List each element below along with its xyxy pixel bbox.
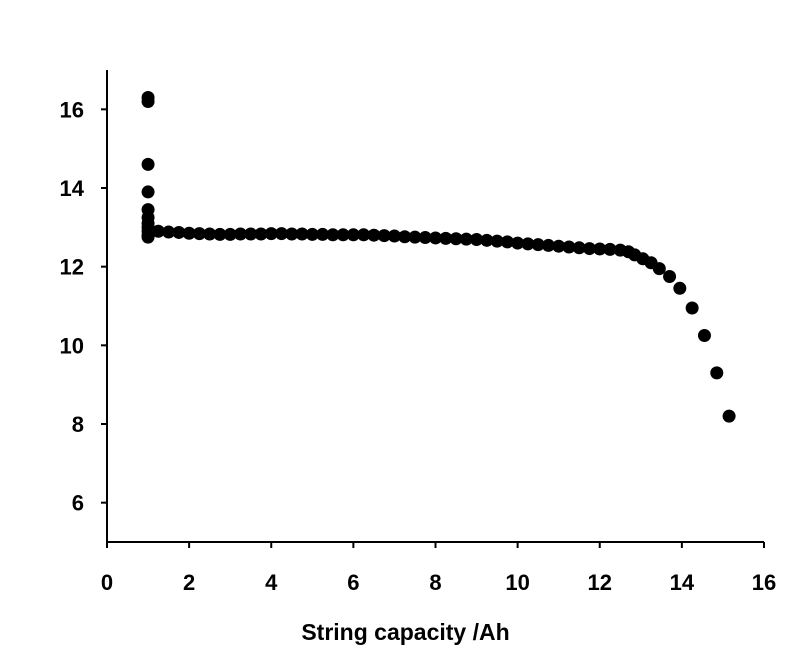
data-point (387, 229, 401, 243)
x-tick-label: 16 (752, 570, 776, 595)
data-point (470, 233, 484, 247)
x-tick-label: 0 (101, 570, 113, 595)
y-tick-label: 12 (60, 255, 84, 280)
data-point (429, 231, 442, 245)
data-point (459, 232, 473, 246)
data-point (593, 242, 607, 256)
x-tick-label: 14 (670, 570, 695, 595)
data-point (264, 227, 278, 241)
data-point (141, 94, 155, 108)
data-point (562, 240, 576, 254)
data-point (275, 227, 289, 241)
data-point (439, 231, 453, 245)
x-tick-label: 2 (183, 570, 195, 595)
data-point (500, 235, 514, 249)
data-point (305, 227, 319, 241)
data-point (673, 281, 687, 295)
data-point (254, 227, 268, 241)
data-point (141, 185, 155, 199)
y-tick-label: 14 (60, 176, 85, 201)
x-axis-ticks: 0 2 4 6 8 10 12 14 16 (101, 542, 776, 595)
x-axis-title: String capacity /Ah (301, 619, 509, 645)
data-point (192, 227, 206, 241)
data-point (449, 232, 463, 246)
data-point (531, 238, 545, 252)
data-point (367, 228, 381, 242)
data-point (285, 227, 299, 241)
data-point (213, 227, 227, 241)
data-point (521, 237, 535, 251)
data-point (223, 227, 237, 241)
data-point (652, 262, 666, 276)
data-point (336, 228, 350, 242)
data-point (398, 230, 412, 244)
data-point (511, 236, 525, 250)
y-tick-label: 6 (72, 491, 84, 516)
data-point (162, 225, 176, 239)
data-point (685, 301, 699, 315)
x-tick-label: 10 (505, 570, 529, 595)
data-point (663, 270, 677, 283)
data-point (480, 233, 494, 247)
data-point (697, 329, 711, 342)
data-point (408, 230, 422, 244)
data-point (203, 227, 217, 241)
data-point (141, 157, 155, 171)
data-point (572, 241, 586, 255)
x-tick-label: 8 (429, 570, 441, 595)
data-point (418, 231, 432, 245)
data-point (141, 230, 155, 244)
y-tick-label: 8 (72, 412, 84, 437)
y-tick-label: 16 (60, 97, 84, 122)
data-point (603, 242, 617, 256)
x-tick-label: 4 (265, 570, 278, 595)
data-point (151, 224, 165, 238)
data-point (172, 225, 186, 239)
data-point (490, 234, 504, 248)
data-points (141, 91, 736, 423)
x-tick-label: 12 (588, 570, 612, 595)
data-point (295, 227, 309, 241)
data-point (541, 238, 555, 252)
data-point (357, 228, 371, 242)
data-point (316, 227, 330, 241)
data-point (722, 409, 736, 423)
data-point (326, 228, 340, 242)
y-axis-ticks: 6 8 10 12 14 16 (60, 97, 107, 516)
data-point (710, 366, 724, 380)
data-point (346, 228, 360, 242)
data-point (182, 226, 196, 240)
data-point (233, 227, 247, 241)
axes (106, 70, 764, 543)
data-point (377, 229, 391, 243)
data-point (552, 239, 566, 253)
x-tick-label: 6 (347, 570, 359, 595)
data-point (244, 227, 258, 241)
data-point (582, 242, 596, 256)
y-tick-label: 10 (60, 333, 84, 358)
